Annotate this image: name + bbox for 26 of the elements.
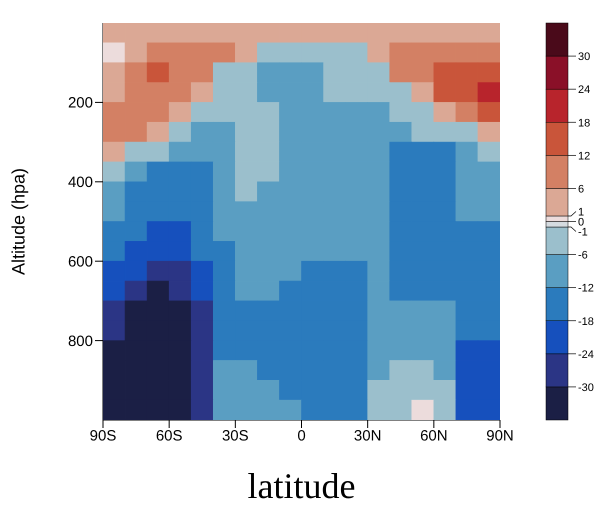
x-tick-label: 60N xyxy=(420,428,448,445)
y-tick-label: 400 xyxy=(68,174,93,192)
x-tick-label: 0 xyxy=(297,428,306,445)
color-bar-label: -1 xyxy=(578,226,588,238)
x-axis-title: latitude xyxy=(248,466,356,506)
y-tick-label: 600 xyxy=(68,254,93,271)
color-bar-label: 24 xyxy=(578,84,590,96)
color-bar-label: 30 xyxy=(578,51,590,64)
color-bar-label: -24 xyxy=(578,348,594,361)
y-axis-title: Altitude (hpa) xyxy=(8,168,28,276)
x-tick-label: 30N xyxy=(354,428,382,445)
color-bar-label: 6 xyxy=(578,183,584,196)
x-tick-label: 90N xyxy=(486,428,514,445)
color-bar-label: -12 xyxy=(578,282,594,295)
x-tick-label: 60S xyxy=(156,428,183,445)
color-bar-label: -18 xyxy=(578,316,594,328)
y-tick-label: 800 xyxy=(68,332,93,350)
y-tick-label: 200 xyxy=(68,94,93,112)
color-bar-label: -6 xyxy=(578,250,588,262)
color-bar-label: 18 xyxy=(578,117,590,130)
x-tick-label: 30S xyxy=(222,428,249,445)
color-bar-label: 1 xyxy=(578,206,584,218)
color-bar-label: -30 xyxy=(578,382,594,394)
color-bar-label: 0 xyxy=(578,216,584,228)
x-tick-label: 90S xyxy=(90,428,116,445)
color-bar-label: 12 xyxy=(578,150,590,162)
